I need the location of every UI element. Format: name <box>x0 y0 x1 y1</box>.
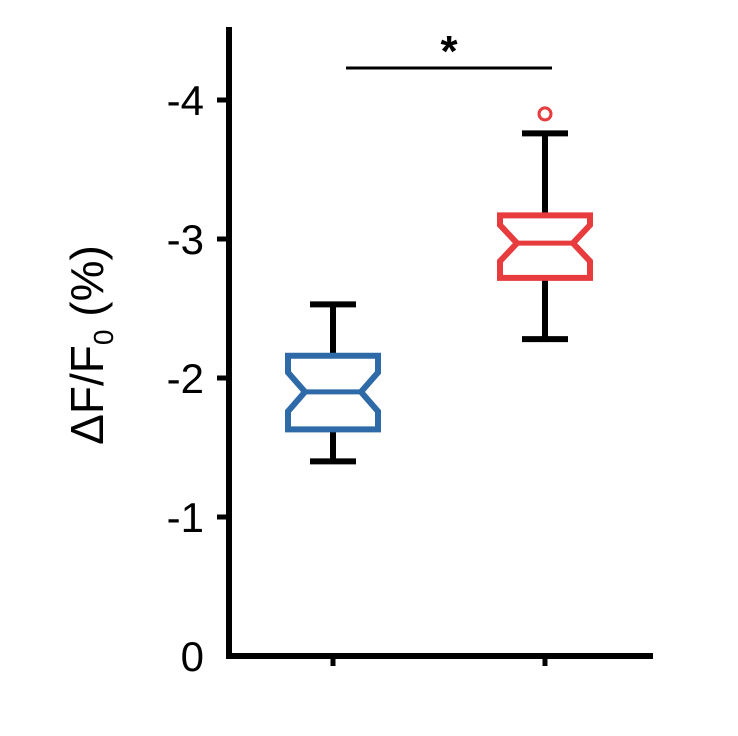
y-axis-label-suffix: (%) <box>61 245 113 329</box>
notched-box <box>500 215 590 278</box>
svg-text:ΔF/F0 (%): ΔF/F0 (%) <box>61 245 119 445</box>
y-axis-label: ΔF/F0 (%) <box>61 245 119 445</box>
y-tick-label: -4 <box>167 77 204 124</box>
box-group-1 <box>288 304 378 461</box>
y-tick-label: -3 <box>167 216 204 263</box>
y-axis-label-subscript: 0 <box>88 330 119 346</box>
y-tick-labels: 0 -1 -2 -3 -4 <box>167 77 204 680</box>
y-tick-label: 0 <box>181 633 204 680</box>
y-axis-label-main: ΔF/F <box>61 345 113 445</box>
box-group-2 <box>500 108 590 339</box>
outlier-point <box>539 108 551 120</box>
significance-marker: * <box>346 27 552 76</box>
y-tick-label: -1 <box>167 494 204 541</box>
y-tick-label: -2 <box>167 355 204 402</box>
significance-label: * <box>440 27 458 76</box>
boxes <box>288 108 590 462</box>
